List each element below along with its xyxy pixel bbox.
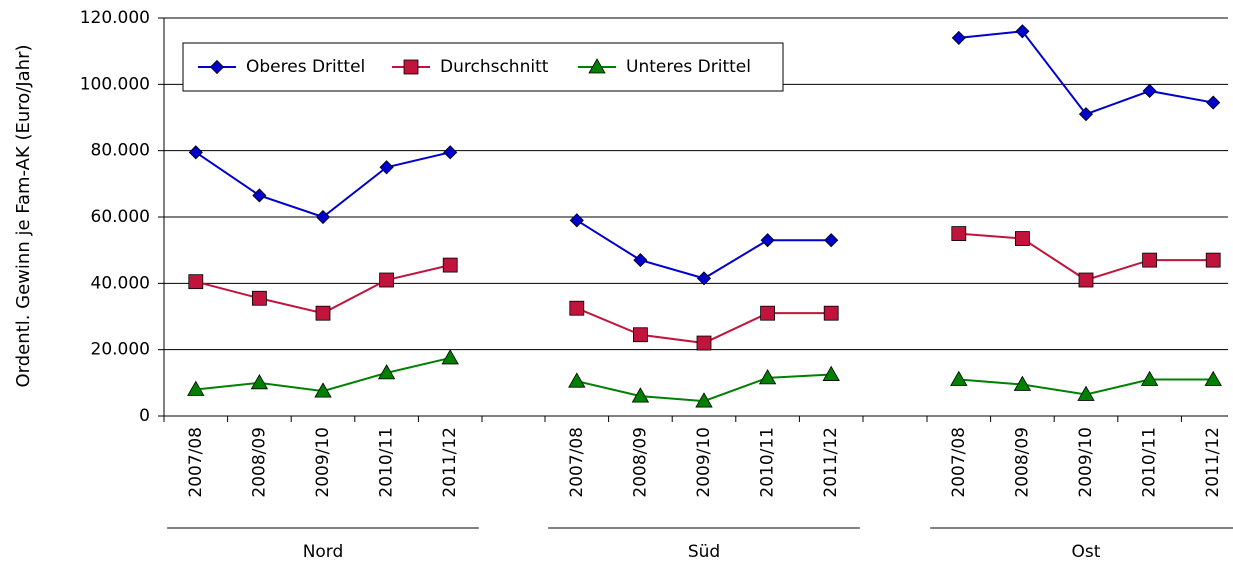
square-marker bbox=[951, 226, 967, 241]
x-tick-label: 2007/08 bbox=[186, 427, 206, 498]
triangle-marker bbox=[758, 369, 777, 385]
square-marker bbox=[633, 327, 648, 343]
x-tick-label: 2010/11 bbox=[377, 427, 397, 498]
diamond-marker bbox=[443, 145, 458, 160]
diamond-marker bbox=[569, 213, 584, 228]
square-marker bbox=[379, 272, 395, 288]
y-tick-label: 0 bbox=[139, 406, 150, 426]
square-marker bbox=[442, 257, 458, 273]
group-label: Nord bbox=[303, 542, 344, 562]
square-marker bbox=[569, 300, 585, 316]
square-marker bbox=[315, 305, 331, 321]
diamond-marker bbox=[824, 233, 839, 248]
triangle-marker bbox=[695, 392, 713, 408]
legend-label: Unteres Drittel bbox=[626, 57, 751, 77]
x-tick-label: 2010/11 bbox=[758, 427, 778, 498]
group-label: Süd bbox=[688, 542, 720, 562]
x-tick-label: 2009/10 bbox=[1076, 427, 1096, 498]
diamond-marker bbox=[696, 271, 712, 286]
x-tick-label: 2008/09 bbox=[249, 427, 269, 498]
x-tick-label: 2007/08 bbox=[949, 427, 969, 498]
x-tick-label: 2008/09 bbox=[1012, 427, 1032, 498]
x-tick-label: 2010/11 bbox=[1140, 427, 1160, 498]
group-label: Ost bbox=[1072, 542, 1101, 562]
square-marker bbox=[403, 59, 419, 75]
square-marker bbox=[188, 274, 204, 290]
y-tick-label: 80.000 bbox=[91, 141, 150, 161]
legend: Oberes Drittel Durchschnitt Unteres Dritte… bbox=[182, 42, 784, 92]
legend-box bbox=[182, 42, 784, 92]
y-tick-label: 60.000 bbox=[91, 207, 150, 227]
series-unteres-drittel bbox=[187, 349, 1222, 408]
y-tick-label: 120.000 bbox=[80, 8, 150, 28]
triangle-marker bbox=[250, 374, 269, 390]
x-tick-label: 2009/10 bbox=[313, 427, 333, 498]
diamond-marker bbox=[1015, 24, 1030, 39]
x-tick-label: 2011/12 bbox=[440, 427, 460, 498]
triangle-marker bbox=[441, 349, 459, 365]
triangle-marker bbox=[314, 382, 332, 398]
y-axis-label: Ordentl. Gewinn je Fam-AK (Euro/Jahr) bbox=[13, 44, 34, 387]
square-marker bbox=[760, 305, 775, 321]
legend-label: Durchschnitt bbox=[440, 57, 549, 77]
triangle-marker bbox=[1140, 370, 1159, 386]
diamond-marker bbox=[315, 209, 331, 225]
diamond-marker bbox=[633, 253, 648, 268]
series-line bbox=[576, 219, 832, 280]
square-marker bbox=[1015, 231, 1030, 246]
y-tick-label: 40.000 bbox=[91, 273, 150, 293]
y-tick-label: 100.000 bbox=[80, 74, 150, 94]
x-tick-label: 2009/10 bbox=[694, 427, 714, 498]
square-marker bbox=[1205, 252, 1221, 268]
diamond-marker bbox=[188, 145, 203, 160]
diamond-marker bbox=[209, 59, 225, 75]
diamond-marker bbox=[1142, 83, 1157, 99]
square-marker bbox=[696, 335, 712, 351]
triangle-marker bbox=[950, 370, 968, 386]
diamond-marker bbox=[252, 188, 267, 203]
square-marker bbox=[1078, 272, 1094, 288]
diamond-marker bbox=[1078, 107, 1094, 122]
x-tick-label: 2011/12 bbox=[1203, 427, 1223, 498]
x-axis: 2007/08 2008/09 2009/10 2010/11 2011/12 Nord 2… bbox=[163, 416, 1233, 562]
triangle-marker bbox=[822, 365, 840, 381]
series-group bbox=[187, 24, 1222, 408]
triangle-marker bbox=[631, 387, 650, 403]
diamond-marker bbox=[951, 30, 966, 45]
series-durchschnitt bbox=[188, 226, 1221, 351]
triangle-marker bbox=[568, 372, 586, 388]
series-line bbox=[195, 151, 451, 219]
y-axis-ticks: 0 20.000 40.000 60.000 80.000 100.000 120.000 bbox=[80, 8, 165, 426]
square-marker bbox=[1142, 252, 1157, 268]
triangle-marker bbox=[1013, 375, 1032, 391]
square-marker bbox=[251, 290, 267, 306]
legend-label: Oberes Drittel bbox=[246, 57, 365, 77]
diamond-marker bbox=[760, 233, 775, 248]
triangle-marker bbox=[1077, 385, 1095, 401]
triangle-marker bbox=[187, 380, 205, 396]
x-tick-label: 2008/09 bbox=[630, 427, 650, 498]
diamond-marker bbox=[379, 160, 394, 175]
y-tick-label: 20.000 bbox=[91, 340, 150, 360]
triangle-marker bbox=[377, 364, 396, 380]
series-line bbox=[958, 30, 1214, 116]
x-tick-label: 2011/12 bbox=[821, 427, 841, 498]
series-oberes-drittel bbox=[188, 24, 1221, 286]
triangle-marker bbox=[588, 58, 606, 74]
diamond-marker bbox=[1206, 95, 1221, 110]
square-marker bbox=[823, 305, 839, 321]
x-tick-label: 2007/08 bbox=[567, 427, 587, 498]
triangle-marker bbox=[1204, 370, 1222, 386]
